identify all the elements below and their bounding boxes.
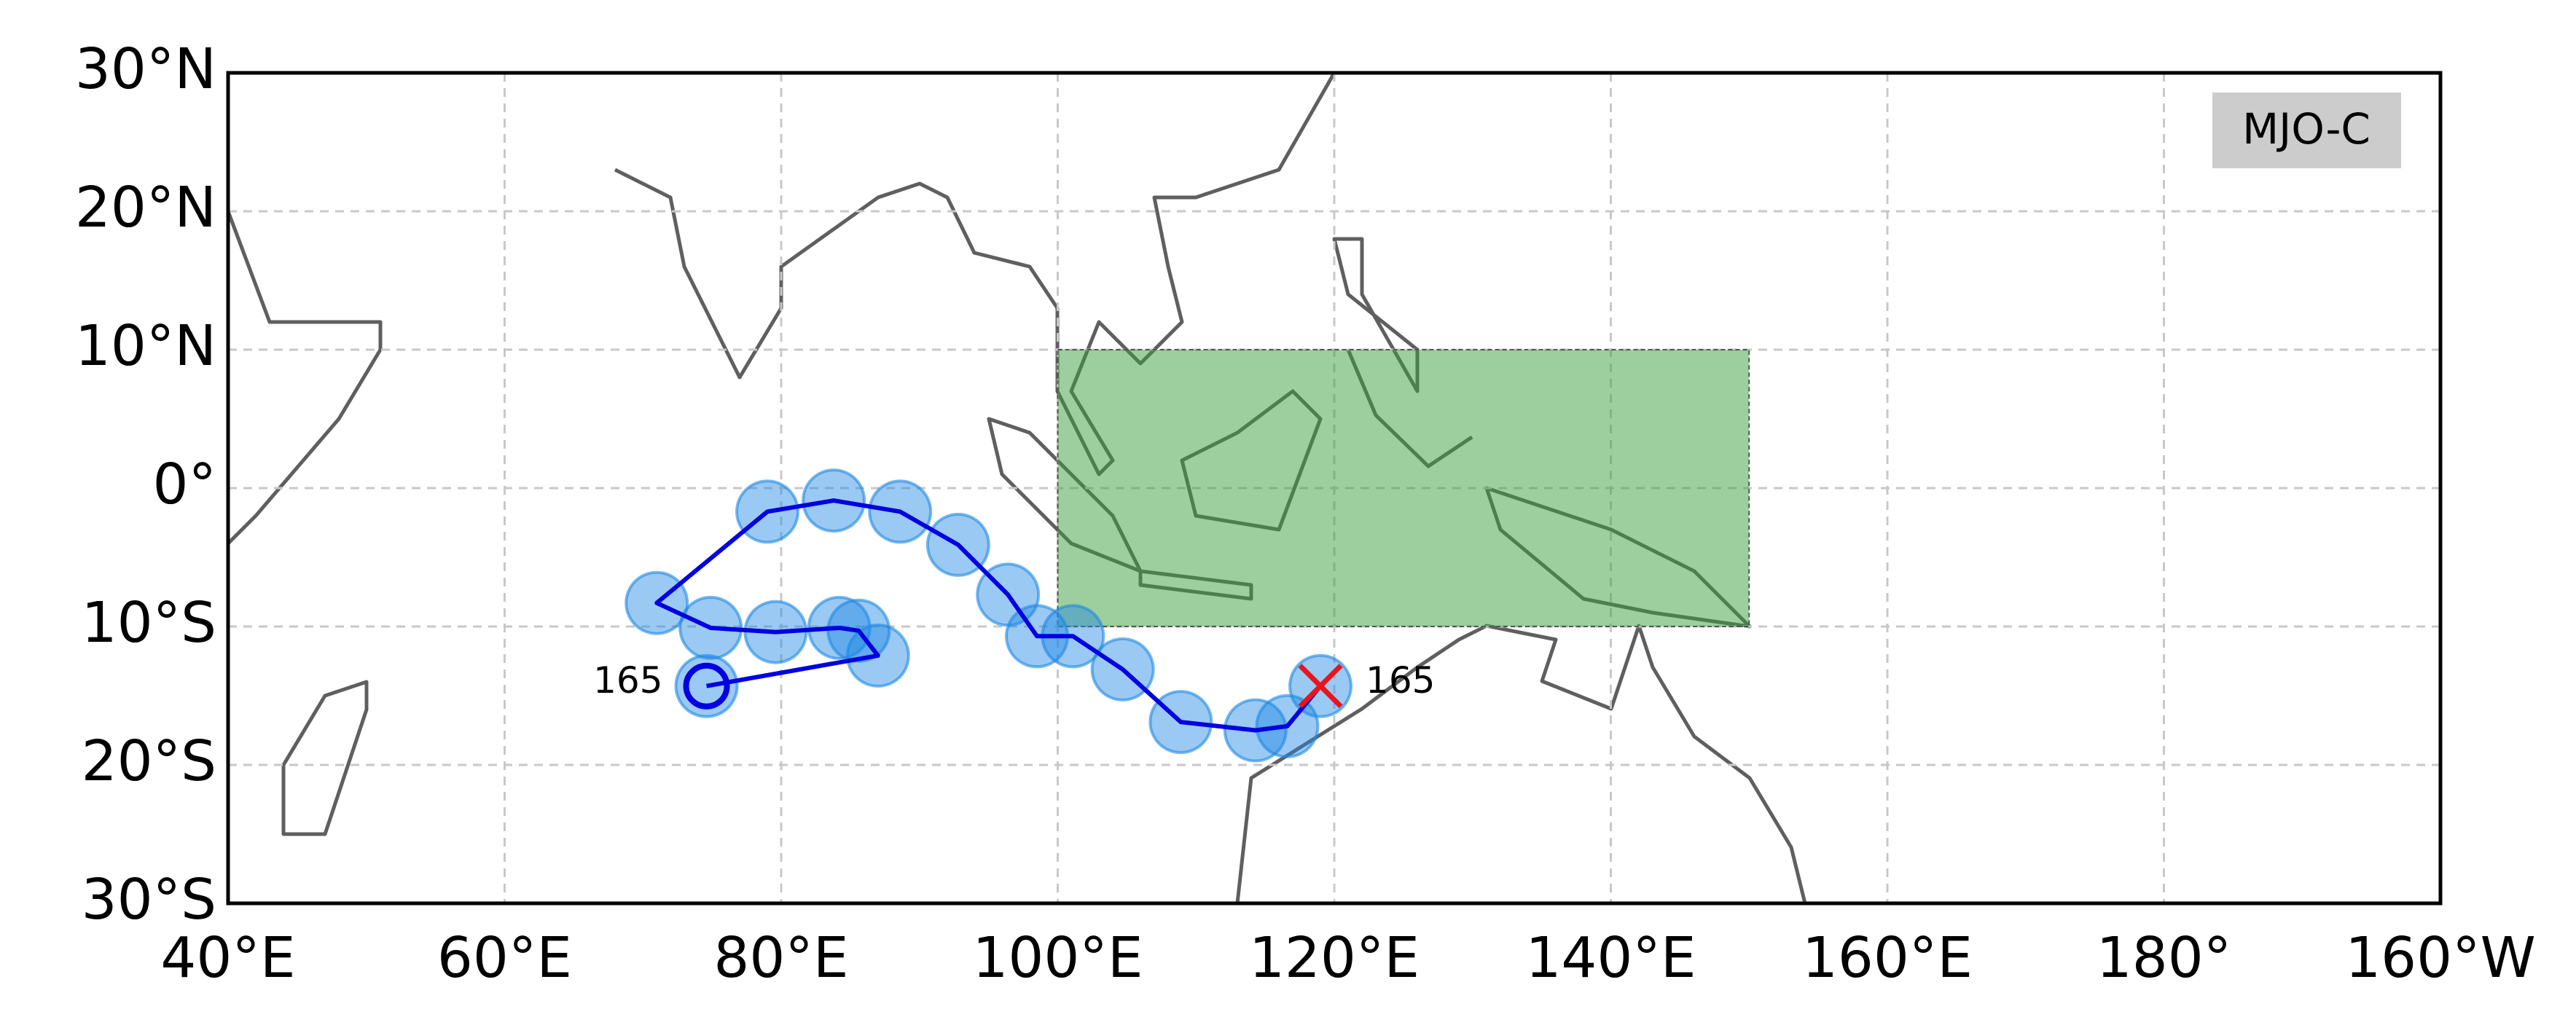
start-marker [683, 662, 730, 710]
x-tick-label: 60°E [437, 926, 572, 991]
y-tick-label: 0° [153, 452, 217, 517]
x-tick-label: 120°E [1249, 926, 1420, 991]
x-tick-label: 160°E [1802, 926, 1973, 991]
coastline [281, 680, 369, 836]
legend-label: MJO-C [2242, 104, 2371, 154]
x-tick-label: 100°E [972, 926, 1143, 991]
x-tick-label: 160°W [2345, 926, 2536, 991]
y-tick-label: 10°S [82, 591, 216, 656]
x-tick-label: 40°E [160, 926, 295, 991]
end-marker [1298, 664, 1343, 709]
x-tick-label: 140°E [1525, 926, 1696, 991]
y-tick-label: 20°S [82, 729, 216, 794]
y-tick-label: 20°N [75, 176, 216, 240]
legend-box [2212, 93, 2401, 168]
start-label: 165 [593, 659, 662, 702]
coastline [226, 211, 383, 545]
y-tick-label: 10°N [75, 314, 216, 379]
track-line [654, 498, 1323, 733]
x-tick-label: 180° [2097, 926, 2231, 991]
y-tick-label: 30°S [82, 868, 216, 932]
region-box [1057, 349, 1750, 627]
y-tick-label: 30°N [75, 37, 216, 102]
x-tick-label: 80°E [713, 926, 848, 991]
plot-frame [226, 71, 2443, 906]
end-label: 165 [1366, 659, 1435, 702]
